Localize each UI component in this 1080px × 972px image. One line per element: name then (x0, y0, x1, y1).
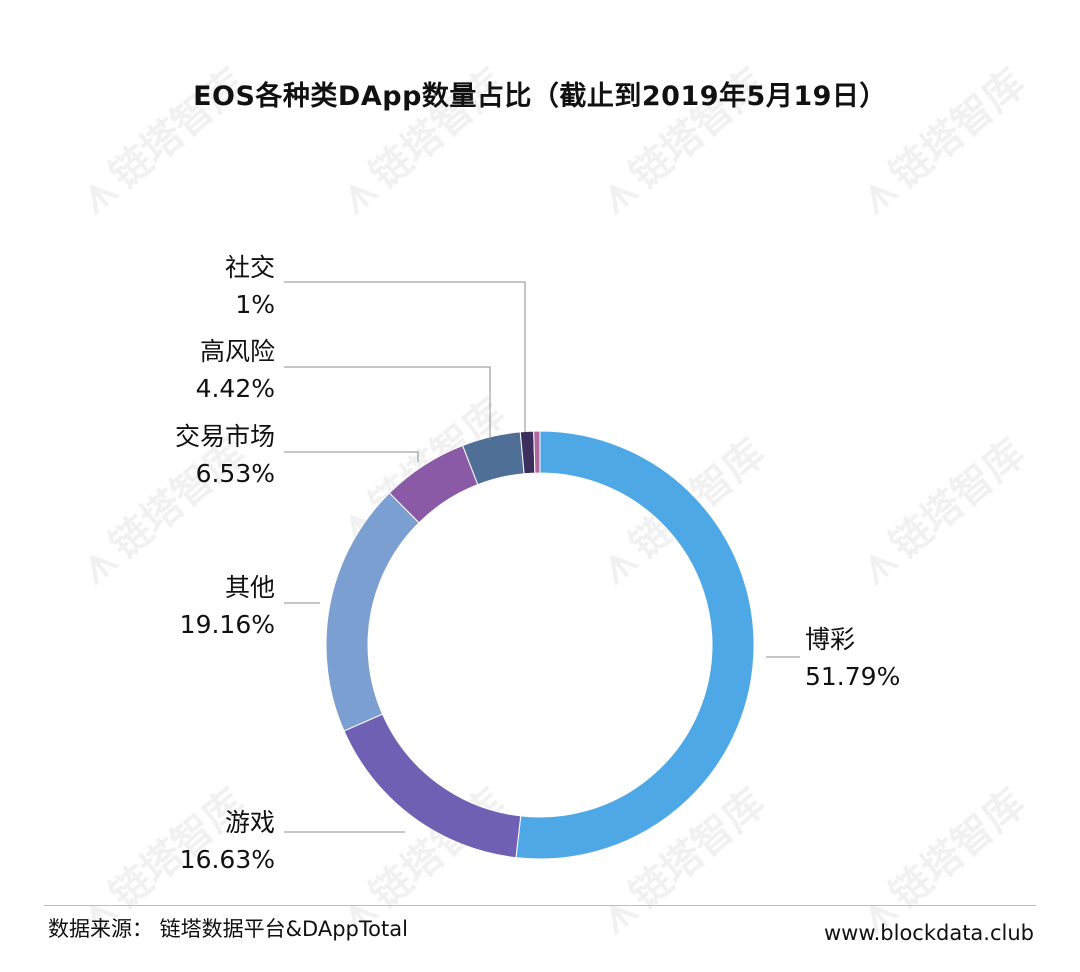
slice-游戏 (343, 713, 522, 859)
slice-博彩 (515, 430, 755, 860)
slice-value-label: 4.42% (196, 374, 275, 403)
chart-title: EOS各种类DApp数量占比（截止到2019年5月19日） (193, 81, 887, 112)
slice-label: 博彩 (805, 625, 855, 654)
slice-label: 高风险 (200, 337, 275, 366)
slice-label: 交易市场 (175, 422, 275, 451)
slice-value-label: 6.53% (196, 459, 275, 488)
slice-value-label: 1% (235, 290, 275, 319)
slice-value-label: 19.16% (180, 610, 275, 639)
slice-其他 (325, 492, 420, 732)
data-source-note: 数据来源： 链塔数据平台&DAppTotal (48, 917, 408, 941)
slice-label: 社交 (225, 253, 275, 282)
donut-chart: 博彩 51.79% 游戏 16.63% 其他 19.16% 交易市场 6.53% 高风险 4.42… (175, 253, 900, 874)
slice-value-label: 16.63% (180, 845, 275, 874)
website-url: www.blockdata.club (824, 921, 1034, 945)
slice-extra-6 (533, 430, 541, 474)
slice-label: 游戏 (225, 808, 275, 837)
leader-line-社交 (284, 281, 526, 432)
slice-label: 其他 (225, 573, 275, 602)
slice-value-label: 51.79% (805, 662, 900, 691)
footer-divider (44, 905, 1036, 906)
leader-line-交易市场 (284, 451, 419, 462)
leader-line-高风险 (284, 366, 491, 440)
